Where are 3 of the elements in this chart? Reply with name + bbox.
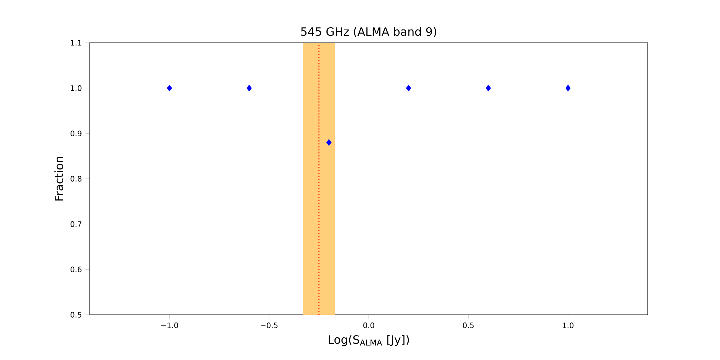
chart-title: 545 GHz (ALMA band 9) bbox=[301, 27, 436, 38]
y-axis-title: Fraction bbox=[54, 157, 64, 201]
x-axis-title: Log(S$_{ALMA}$ [Jy]) bbox=[328, 335, 410, 346]
